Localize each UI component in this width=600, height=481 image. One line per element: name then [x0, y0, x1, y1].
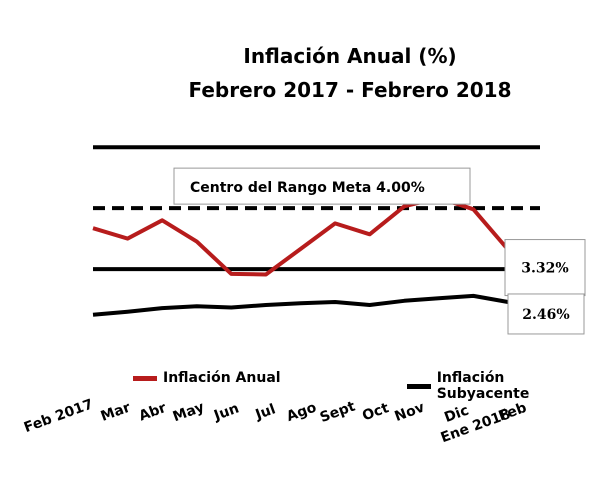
legend-label-inflacion-subyacente: Inflación Subyacente [436, 370, 530, 402]
chart-title: Inflación Anual (%) [243, 44, 457, 68]
x-tick-label-5: Jul [253, 401, 278, 423]
x-tick-label-3: May [171, 399, 207, 425]
x-tick-label-10: Dic [442, 402, 471, 425]
end-value-label-0: 3.32% [521, 261, 568, 277]
end-label-box-1 [507, 293, 585, 335]
x-tick-label-8: Oct [360, 400, 391, 424]
x-tick-label-1: Mar [99, 400, 133, 425]
legend-label-inflacion-anual: Inflación Anual [163, 370, 281, 386]
target-label: Centro del Rango Meta 4.00% [190, 180, 425, 196]
x-tick-label-7: Sept [318, 398, 358, 426]
x-tick-label-6: Ago [285, 399, 319, 425]
x-tick-label-12: Feb [496, 400, 528, 425]
x-tick-label-9: Nov [393, 400, 427, 425]
chart-subtitle: Febrero 2017 - Febrero 2018 [188, 78, 512, 102]
x-tick-label-4: Jun [211, 400, 241, 424]
end-value-label-1: 2.46% [522, 307, 569, 323]
x-tick-label-2: Abr [137, 400, 169, 425]
series-line-1 [92, 293, 509, 317]
legend-swatch-inflacion-anual [133, 375, 157, 381]
legend-swatch-inflacion-subyacente [407, 383, 431, 389]
end-label-box-0 [504, 239, 586, 297]
x-tick-label-0: Feb 2017 [22, 396, 95, 436]
legend-item-inflacion-anual: Inflación Anual [133, 370, 281, 386]
legend-item-inflacion-subyacente: Inflación Subyacente [407, 370, 600, 402]
target-label-box [173, 167, 471, 205]
